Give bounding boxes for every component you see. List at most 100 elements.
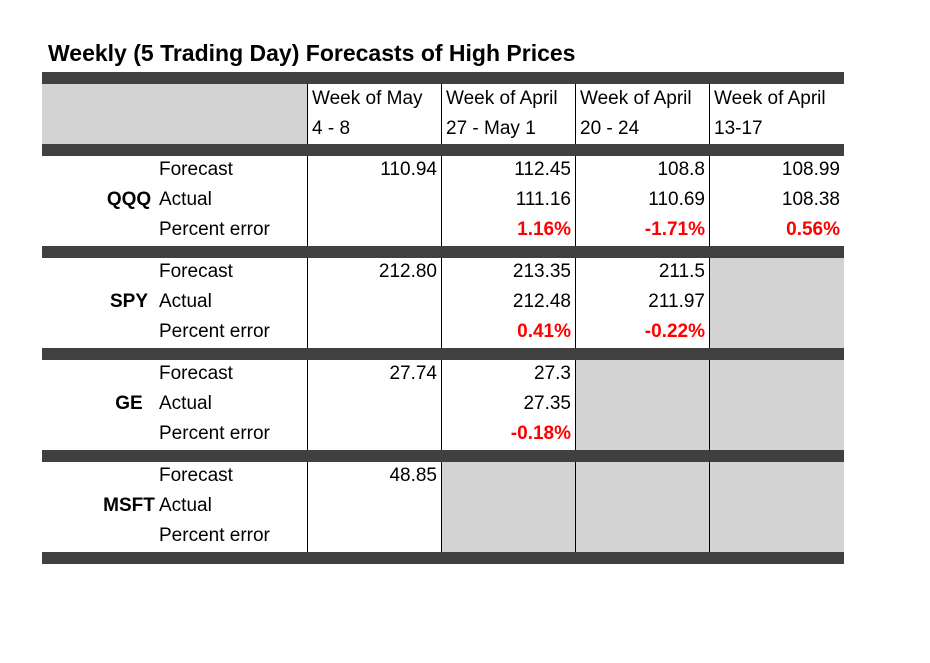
row-label-error: Percent error <box>159 219 270 240</box>
page-title: Weekly (5 Trading Day) Forecasts of High… <box>48 40 576 66</box>
forecast-value: 48.85 <box>389 465 437 486</box>
table-row: Percent error <box>42 522 844 552</box>
row-label-cell: Percent error <box>42 522 307 552</box>
value-cell: 108.8 <box>575 156 709 186</box>
ticker-label: QQQ <box>106 189 152 210</box>
row-label-actual: Actual <box>159 393 212 414</box>
percent-error-value: -0.22% <box>644 321 705 342</box>
table-row: Forecast 212.80 213.35 211.5 <box>42 258 844 288</box>
forecast-value: 212.80 <box>378 261 437 282</box>
row-label-forecast: Forecast <box>159 465 233 486</box>
value-cell <box>709 318 844 348</box>
forecast-value: 27.3 <box>534 363 571 384</box>
row-label-actual: Actual <box>159 495 212 516</box>
row-label-cell: Percent error <box>42 216 307 246</box>
header-col-1-line1: Week of May <box>312 88 423 109</box>
actual-value: 110.69 <box>648 189 705 210</box>
table-row: Percent error -0.18% <box>42 420 844 450</box>
header-col-3-line2: 20 - 24 <box>580 118 640 139</box>
value-cell: 213.35 <box>441 258 575 288</box>
header-col-2: Week of April 27 - May 1 <box>441 84 575 144</box>
value-cell: 1.16% <box>441 216 575 246</box>
header-row: Week of May 4 - 8 Week of April 27 - May… <box>42 84 844 144</box>
row-label-cell: Forecast <box>42 258 307 288</box>
value-cell <box>575 462 709 492</box>
value-cell <box>575 420 709 450</box>
row-label-error: Percent error <box>159 525 270 546</box>
percent-error-value: 1.16% <box>517 219 571 240</box>
value-cell: 211.5 <box>575 258 709 288</box>
value-cell <box>307 420 441 450</box>
row-label-forecast: Forecast <box>159 159 233 180</box>
row-label-cell: Forecast <box>42 156 307 186</box>
row-label-cell: Percent error <box>42 420 307 450</box>
header-col-4-line1: Week of April <box>714 88 826 109</box>
row-label-error: Percent error <box>159 321 270 342</box>
actual-value: 108.38 <box>781 189 840 210</box>
header-blank <box>42 84 307 144</box>
ticker-label: GE <box>115 393 143 414</box>
value-cell <box>575 360 709 390</box>
value-cell <box>709 288 844 318</box>
row-label-cell: GE Actual <box>42 390 307 420</box>
value-cell <box>307 522 441 552</box>
forecast-value: 108.8 <box>657 159 705 180</box>
value-cell <box>709 522 844 552</box>
row-label-actual: Actual <box>159 291 212 312</box>
value-cell <box>307 318 441 348</box>
row-label-error: Percent error <box>159 423 270 444</box>
row-label-cell: Percent error <box>42 318 307 348</box>
table-divider <box>42 552 844 564</box>
table-row: Forecast 110.94 112.45 108.8 108.99 <box>42 156 844 186</box>
header-col-2-line1: Week of April <box>446 88 558 109</box>
table-divider <box>42 348 844 360</box>
value-cell: 27.35 <box>441 390 575 420</box>
header-col-3: Week of April 20 - 24 <box>575 84 709 144</box>
value-cell <box>307 186 441 216</box>
value-cell <box>307 492 441 522</box>
value-cell: 48.85 <box>307 462 441 492</box>
row-label-cell: QQQ Actual <box>42 186 307 216</box>
forecast-value: 211.5 <box>658 261 705 282</box>
value-cell <box>441 492 575 522</box>
header-col-1-line2: 4 - 8 <box>312 118 351 139</box>
value-cell: 212.48 <box>441 288 575 318</box>
value-cell: 0.56% <box>709 216 844 246</box>
row-label-cell: MSFT Actual <box>42 492 307 522</box>
table-row: Forecast 48.85 <box>42 462 844 492</box>
value-cell: 112.45 <box>441 156 575 186</box>
table-row: Forecast 27.74 27.3 <box>42 360 844 390</box>
value-cell: -1.71% <box>575 216 709 246</box>
value-cell: -0.22% <box>575 318 709 348</box>
actual-value: 27.35 <box>523 393 571 414</box>
table-divider <box>42 246 844 258</box>
value-cell: 110.69 <box>575 186 709 216</box>
value-cell <box>709 390 844 420</box>
percent-error-value: 0.41% <box>517 321 571 342</box>
table-row: GE Actual 27.35 <box>42 390 844 420</box>
value-cell: -0.18% <box>441 420 575 450</box>
value-cell <box>709 360 844 390</box>
value-cell <box>709 462 844 492</box>
actual-value: 211.97 <box>648 291 705 312</box>
table-row: Percent error 0.41% -0.22% <box>42 318 844 348</box>
value-cell: 110.94 <box>307 156 441 186</box>
row-label-cell: Forecast <box>42 360 307 390</box>
table-divider <box>42 72 844 84</box>
value-cell: 108.38 <box>709 186 844 216</box>
actual-value: 212.48 <box>512 291 571 312</box>
forecast-value: 110.94 <box>380 159 437 180</box>
value-cell: 0.41% <box>441 318 575 348</box>
row-label-cell: SPY Actual <box>42 288 307 318</box>
table-row: SPY Actual 212.48 211.97 <box>42 288 844 318</box>
table-row: QQQ Actual 111.16 110.69 108.38 <box>42 186 844 216</box>
percent-error-value: 0.56% <box>786 219 840 240</box>
value-cell <box>709 420 844 450</box>
value-cell <box>307 288 441 318</box>
percent-error-value: -1.71% <box>644 219 705 240</box>
header-col-3-line1: Week of April <box>580 88 692 109</box>
value-cell: 108.99 <box>709 156 844 186</box>
table-divider <box>42 450 844 462</box>
forecast-table: Week of May 4 - 8 Week of April 27 - May… <box>42 72 844 564</box>
value-cell: 27.3 <box>441 360 575 390</box>
